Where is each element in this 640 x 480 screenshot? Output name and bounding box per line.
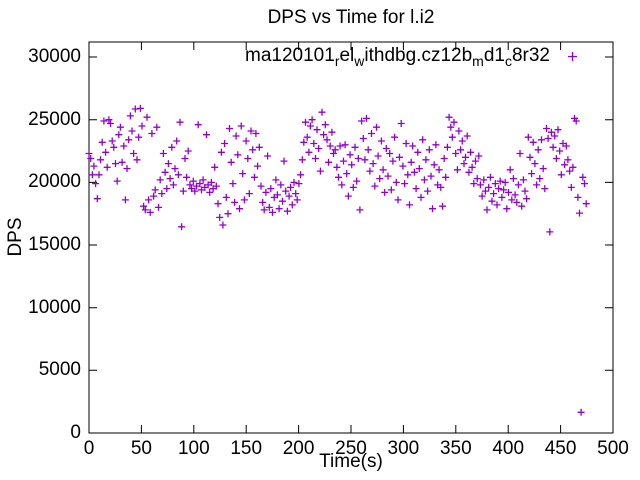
chart-title: DPS vs Time for l.i2 — [267, 7, 435, 28]
x-tick-label: 250 — [335, 438, 367, 459]
x-tick-label: 200 — [282, 438, 315, 459]
x-tick-label: 450 — [544, 438, 577, 459]
y-tick-label: 5000 — [38, 359, 81, 381]
scatter-points — [85, 104, 590, 416]
x-tick-label: 100 — [177, 438, 210, 459]
x-tick-label: 350 — [439, 438, 472, 459]
x-tick-label: 0 — [83, 438, 95, 459]
x-tick-label: 150 — [230, 438, 263, 459]
x-tick-label: 400 — [492, 438, 525, 459]
plus-marker-icon — [568, 51, 577, 61]
y-tick-label: 25000 — [28, 108, 81, 130]
x-tick-label: 50 — [130, 438, 152, 459]
y-tick-label: 20000 — [28, 171, 81, 193]
x-tick-label: 300 — [387, 438, 420, 459]
x-tick-label: 500 — [597, 438, 629, 459]
axis-ticks — [88, 42, 614, 434]
x-axis-label: Time(s) — [319, 451, 383, 472]
y-tick-label: 30000 — [28, 46, 81, 67]
y-tick-label: 0 — [70, 422, 81, 443]
legend-label: ma120101relwithdbg.cz12bmd1c8r32 — [245, 45, 550, 69]
axis-frame — [88, 41, 614, 434]
y-tick-label: 15000 — [28, 234, 81, 255]
y-tick-label: 10000 — [28, 296, 81, 318]
legend: ma120101relwithdbg.cz12bmd1c8r32 — [0, 45, 578, 69]
